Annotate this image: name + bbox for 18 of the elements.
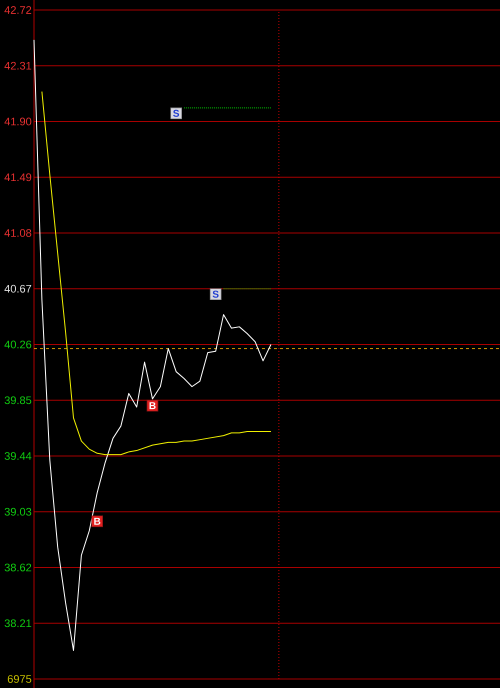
data-label: B (94, 518, 100, 525)
y-tick-label: 41.08 (4, 229, 32, 237)
y-tick-label: 42.72 (4, 6, 32, 14)
y-tick-label: 41.90 (4, 118, 32, 126)
line-series (34, 39, 272, 651)
data-label: S (173, 110, 180, 117)
data-label: B (150, 402, 156, 410)
y-tick-label: 38.62 (4, 564, 32, 572)
y-tick-label: 39.44 (4, 452, 32, 460)
y-tick-label: 41.49 (4, 173, 32, 182)
y-tick-label: 39.85 (4, 396, 32, 404)
text: 6975 (8, 675, 32, 683)
y-tick-label: 38.21 (4, 619, 32, 628)
y-tick-label: 40.26 (4, 340, 32, 348)
data-label: S (212, 290, 219, 298)
y-tick-label: 39.03 (4, 508, 32, 516)
y-tick-label: 42.31 (4, 62, 32, 70)
y-tick-label: 40.67 (4, 284, 32, 293)
